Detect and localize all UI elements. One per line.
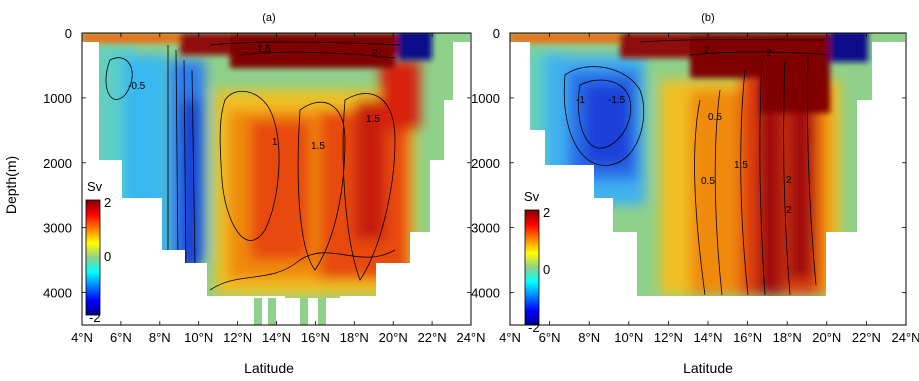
panel-b-colorbar-label: Sv (524, 189, 540, 204)
panel-a-ticks: 4°N 6°N 8°N 10°N 12°N 14°N 16°N 18°N 20°N 22°N 24°… (43, 26, 485, 345)
panel-b-colorbar-tick: -2 (528, 320, 540, 335)
y-tick-label: 1000 (43, 91, 72, 106)
panel-b-contour-label: -1 (576, 95, 585, 106)
panel-a-contour-label: -0.5 (128, 81, 146, 92)
panel-b-contour-label: -1.5 (608, 95, 626, 106)
panel-b-colorbar: Sv 2 0 -2 (524, 189, 550, 335)
x-tick-label: 10°N (184, 330, 213, 345)
x-tick-label: 20°N (379, 330, 408, 345)
panel-a-contour-label: 2 (372, 48, 378, 59)
x-tick-label: 14°N (262, 330, 291, 345)
x-tick-label: 18°N (340, 330, 369, 345)
x-tick-label: 16°N (733, 330, 762, 345)
panel-a-heatmap (82, 33, 470, 298)
x-tick-label: 20°N (812, 330, 841, 345)
x-tick-label: 4°N (71, 330, 93, 345)
panel-a-colorbar-tick: 0 (104, 249, 111, 264)
x-tick-label: 8°N (578, 330, 600, 345)
panel-a-colorbar: Sv 2 0 -2 (85, 179, 111, 325)
x-tick-label: 24°N (456, 330, 485, 345)
x-tick-label: 22°N (852, 330, 881, 345)
x-tick-label: 18°N (773, 330, 802, 345)
panel-b-xlabel: Latitude (683, 360, 733, 376)
x-tick-label: 12°N (654, 330, 683, 345)
y-tick-label: 3000 (43, 221, 72, 236)
panel-a-colorbar-tick: -2 (89, 310, 101, 325)
panel-a-contour-label: 1.5 (257, 44, 271, 55)
panel-b-contour-label: 0.5 (701, 176, 715, 187)
y-tick-label: 0 (65, 26, 72, 41)
panel-a-xlabel: Latitude (244, 360, 294, 376)
panel-a-contour-label: 1 (272, 137, 278, 148)
panel-a: (a) (3, 12, 486, 376)
x-tick-label: 8°N (149, 330, 171, 345)
panel-b-heatmap (510, 33, 905, 296)
panel-a-title: (a) (262, 12, 275, 24)
panel-b: (b) (471, 12, 919, 376)
panel-b-contour-label: 2 (786, 205, 792, 216)
panel-a-ylabel: Depth(m) (3, 156, 19, 214)
panel-a-contour-label: 1.5 (311, 141, 325, 152)
panel-b-contour-label: 0.5 (708, 112, 722, 123)
panel-a-contours (105, 41, 401, 291)
panel-b-colorbar-tick: 2 (543, 205, 550, 220)
panel-b-colorbar-tick: 0 (543, 262, 550, 277)
x-tick-label: 6°N (539, 330, 561, 345)
panel-b-contour-label: 1.5 (734, 160, 748, 171)
x-tick-label: 12°N (223, 330, 252, 345)
panel-b-contours (563, 39, 829, 296)
panel-b-contour-label: 2 (786, 175, 792, 186)
panel-a-contour-labels: -0.5 1.5 2 1 1.5 1.5 (128, 44, 380, 152)
x-tick-label: 16°N (301, 330, 330, 345)
panel-b-contour-label: 2 (704, 45, 710, 56)
x-tick-label: 22°N (418, 330, 447, 345)
y-tick-label: 2000 (43, 156, 72, 171)
y-tick-label: 4000 (471, 286, 500, 301)
panel-b-contour-label: 2 (766, 48, 772, 59)
x-tick-label: 4°N (499, 330, 521, 345)
panel-b-ticks: 4°N 6°N 8°N 10°N 12°N 14°N 16°N 18°N 20°N 22°N 24°… (471, 26, 919, 345)
y-tick-label: 1000 (471, 91, 500, 106)
panel-a-contour-label: 1.5 (366, 114, 380, 125)
panel-a-bottom-strips (254, 298, 326, 325)
y-tick-label: 0 (493, 26, 500, 41)
x-tick-label: 24°N (891, 330, 919, 345)
y-tick-label: 2000 (471, 156, 500, 171)
y-tick-label: 4000 (43, 286, 72, 301)
panel-a-colorbar-label: Sv (87, 179, 103, 194)
x-tick-label: 14°N (693, 330, 722, 345)
panel-b-title: (b) (701, 12, 714, 24)
x-tick-label: 6°N (110, 330, 132, 345)
panel-a-colorbar-tick: 2 (104, 195, 111, 210)
panel-b-contour-labels: -1 -1.5 2 2 0.5 1.5 0.5 2 2 (576, 45, 792, 216)
x-tick-label: 10°N (614, 330, 643, 345)
y-tick-label: 3000 (471, 221, 500, 236)
